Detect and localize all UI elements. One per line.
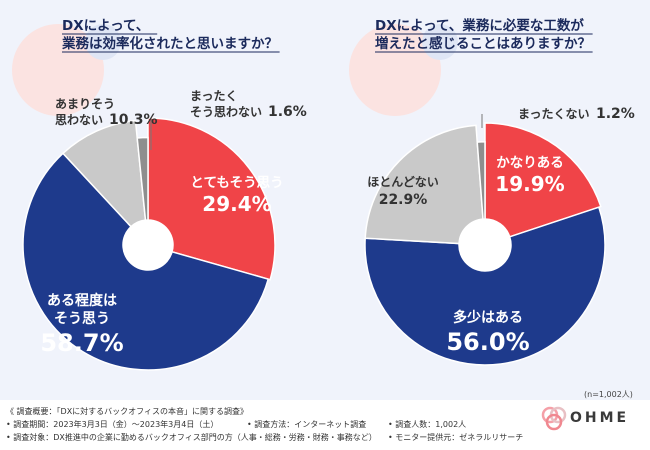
slice-label: 思わない bbox=[55, 113, 103, 127]
chart-title-line: 増えたと感じることはありますか？ bbox=[375, 35, 591, 52]
slice-value: 19.9% bbox=[495, 172, 564, 196]
slice-value: 56.0% bbox=[446, 328, 529, 356]
slice-value: 29.4% bbox=[202, 192, 271, 216]
decor-circle bbox=[422, 24, 458, 60]
slice-value: 10.3% bbox=[109, 112, 158, 128]
slice-label: そう思わない bbox=[190, 105, 262, 119]
slice-label: 多少はある bbox=[453, 309, 523, 326]
slice-label: とてもそう思う bbox=[190, 175, 283, 191]
survey-target: • 調査対象：DX推進中の企業に勤めるバックオフィス部門の方（人事・総務・労務・… bbox=[6, 433, 377, 442]
donut-hole bbox=[123, 220, 173, 270]
chart-title-line: DXによって、業務に必要な工数が bbox=[375, 17, 584, 34]
survey-name: 《 調査概要：「DXに対するバックオフィスの本音」に関する調査》 bbox=[6, 407, 249, 416]
slice-label: まったくない bbox=[518, 107, 590, 121]
slice-label: ある程度は bbox=[47, 292, 117, 309]
decor-circle bbox=[85, 24, 121, 60]
decor-circle bbox=[349, 24, 441, 116]
survey-method: • 調査方法：インターネット調査 bbox=[247, 420, 367, 429]
survey-count: • 調査人数：1,002人 bbox=[388, 420, 467, 429]
slice-label: かなりある bbox=[496, 155, 564, 171]
donut-hole bbox=[459, 219, 511, 271]
chart-title-line: 業務は効率化されたと思いますか？ bbox=[61, 35, 278, 52]
decor-circle bbox=[12, 24, 104, 116]
slice-value: 1.2% bbox=[596, 106, 635, 122]
brand-logo-icon bbox=[541, 406, 567, 431]
slice-label: ほとんどない bbox=[367, 175, 438, 189]
slice-label: あまりそう bbox=[55, 97, 115, 111]
slice-value: 22.9% bbox=[379, 192, 428, 208]
slice-label: まったく bbox=[190, 89, 238, 103]
chart-title-line: DXによって、 bbox=[62, 18, 149, 34]
footer: 《 調査概要：「DXに対するバックオフィスの本音」に関する調査》 • 調査期間：… bbox=[0, 400, 650, 450]
brand-name: OHME bbox=[570, 410, 630, 426]
slice-label: そう思う bbox=[54, 311, 110, 327]
survey-period: • 調査期間：2023年3月3日（金）～2023年3月4日（土） bbox=[6, 420, 219, 429]
survey-provider: • モニター提供元：ゼネラルリサーチ bbox=[388, 433, 524, 442]
slice-value: 58.7% bbox=[40, 329, 123, 357]
slice-value: 1.6% bbox=[268, 104, 307, 120]
sample-size-note: (n=1,002人) bbox=[584, 390, 633, 399]
